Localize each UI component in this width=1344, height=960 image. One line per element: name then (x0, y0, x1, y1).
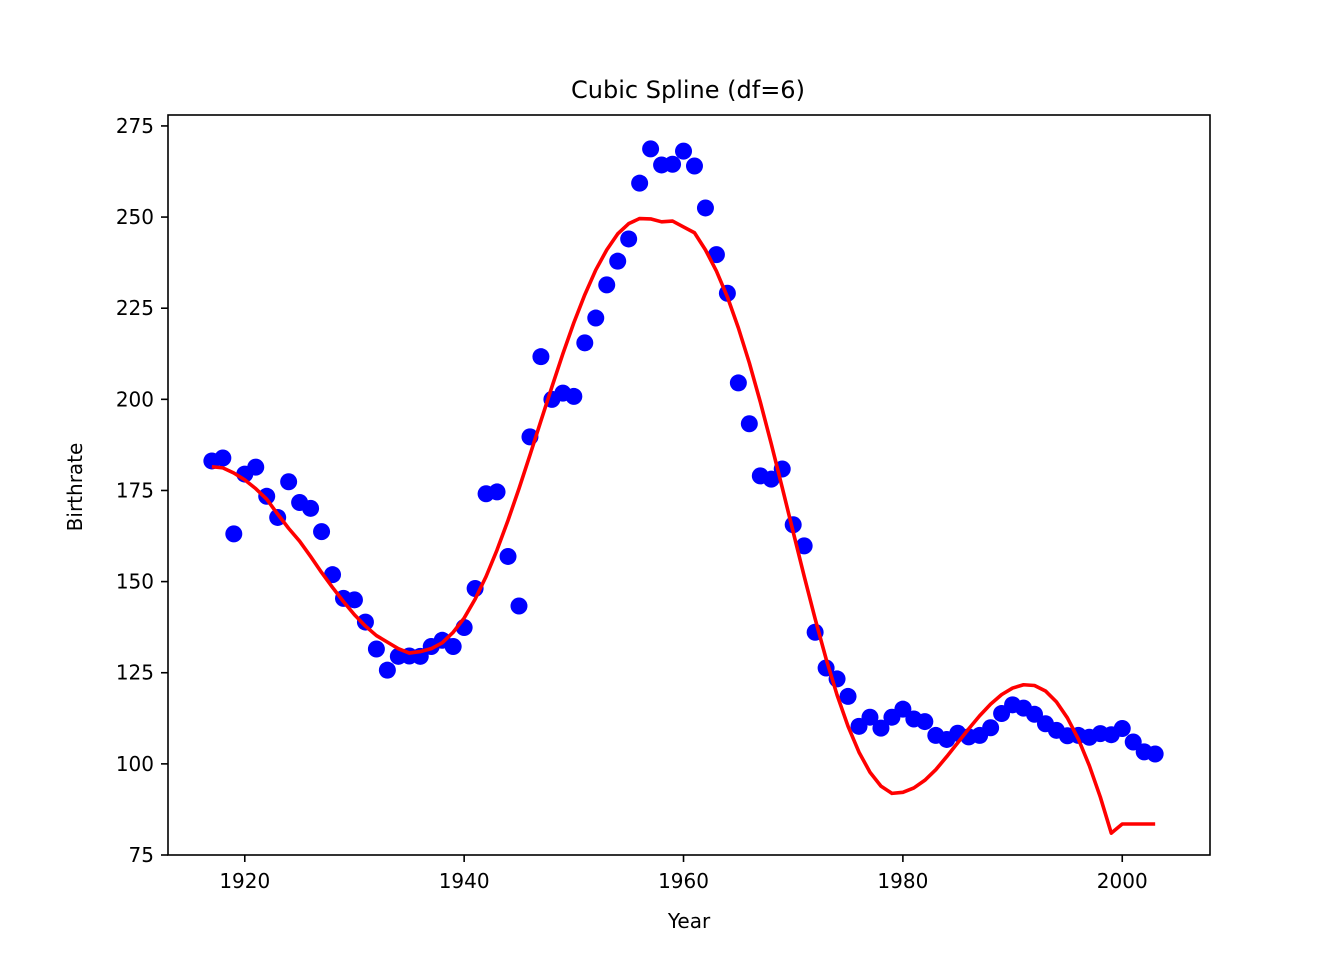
data-point (696, 199, 714, 217)
y-tick-label: 250 (116, 205, 154, 229)
y-tick-label: 100 (116, 752, 154, 776)
data-point (894, 700, 912, 718)
data-point (356, 613, 374, 631)
data-point (685, 157, 703, 175)
data-point (861, 708, 879, 726)
data-point (587, 309, 605, 327)
y-tick-label: 275 (116, 114, 154, 138)
data-point (631, 174, 649, 192)
y-tick-label: 175 (116, 478, 154, 502)
x-tick-label: 1960 (658, 869, 709, 893)
x-axis-label: Year (667, 909, 711, 933)
data-point (982, 719, 1000, 737)
data-point (740, 415, 758, 433)
data-point (247, 458, 265, 476)
data-point (302, 499, 320, 517)
y-axis: 75 100 125 150 175 200 225 250 275 (116, 114, 168, 867)
data-point (598, 276, 616, 294)
x-tick-label: 1920 (219, 869, 270, 893)
y-tick-label: 200 (116, 387, 154, 411)
y-tick-label: 75 (129, 843, 154, 867)
data-point (839, 687, 857, 705)
data-point (795, 537, 813, 555)
plot-area (203, 140, 1164, 835)
data-point (642, 140, 660, 158)
data-point (510, 597, 528, 615)
data-point (1124, 733, 1142, 751)
data-point (532, 348, 550, 366)
x-tick-label: 2000 (1097, 869, 1148, 893)
data-point (1026, 705, 1044, 723)
data-point (729, 374, 747, 392)
y-tick-label: 150 (116, 570, 154, 594)
data-point (258, 487, 276, 505)
data-point (565, 387, 583, 405)
data-point (762, 470, 780, 488)
data-point (499, 547, 517, 565)
data-point (620, 230, 638, 248)
data-point (367, 640, 385, 658)
chart-title: Cubic Spline (df=6) (571, 76, 805, 104)
data-point (916, 713, 934, 731)
data-point (1146, 745, 1164, 763)
data-point (609, 252, 627, 270)
data-point (675, 142, 693, 160)
data-point (280, 473, 298, 491)
plot-frame (167, 114, 1211, 856)
data-point (345, 591, 363, 609)
x-tick-label: 1940 (439, 869, 490, 893)
data-point (378, 661, 396, 679)
data-point (313, 523, 331, 541)
data-point (576, 334, 594, 352)
data-point (1113, 720, 1131, 738)
y-tick-label: 125 (116, 661, 154, 685)
spline-fit-line (211, 216, 1156, 835)
data-point (664, 155, 682, 173)
y-tick-label: 225 (116, 296, 154, 320)
y-axis-label: Birthrate (63, 443, 87, 532)
data-point (488, 483, 506, 501)
data-point (707, 246, 725, 264)
x-tick-label: 1980 (877, 869, 928, 893)
x-axis: 1920 1940 1960 1980 2000 (219, 855, 1148, 893)
data-point (444, 637, 462, 655)
data-point (872, 719, 890, 737)
data-point (214, 449, 232, 467)
data-point (225, 525, 243, 543)
